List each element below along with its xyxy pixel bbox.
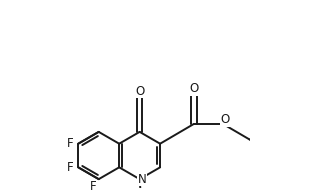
Text: O: O <box>220 113 230 126</box>
Text: O: O <box>189 82 198 95</box>
Text: F: F <box>66 161 73 174</box>
Text: N: N <box>138 173 147 186</box>
Text: O: O <box>135 85 144 98</box>
Text: F: F <box>90 180 97 193</box>
Text: F: F <box>66 137 73 150</box>
